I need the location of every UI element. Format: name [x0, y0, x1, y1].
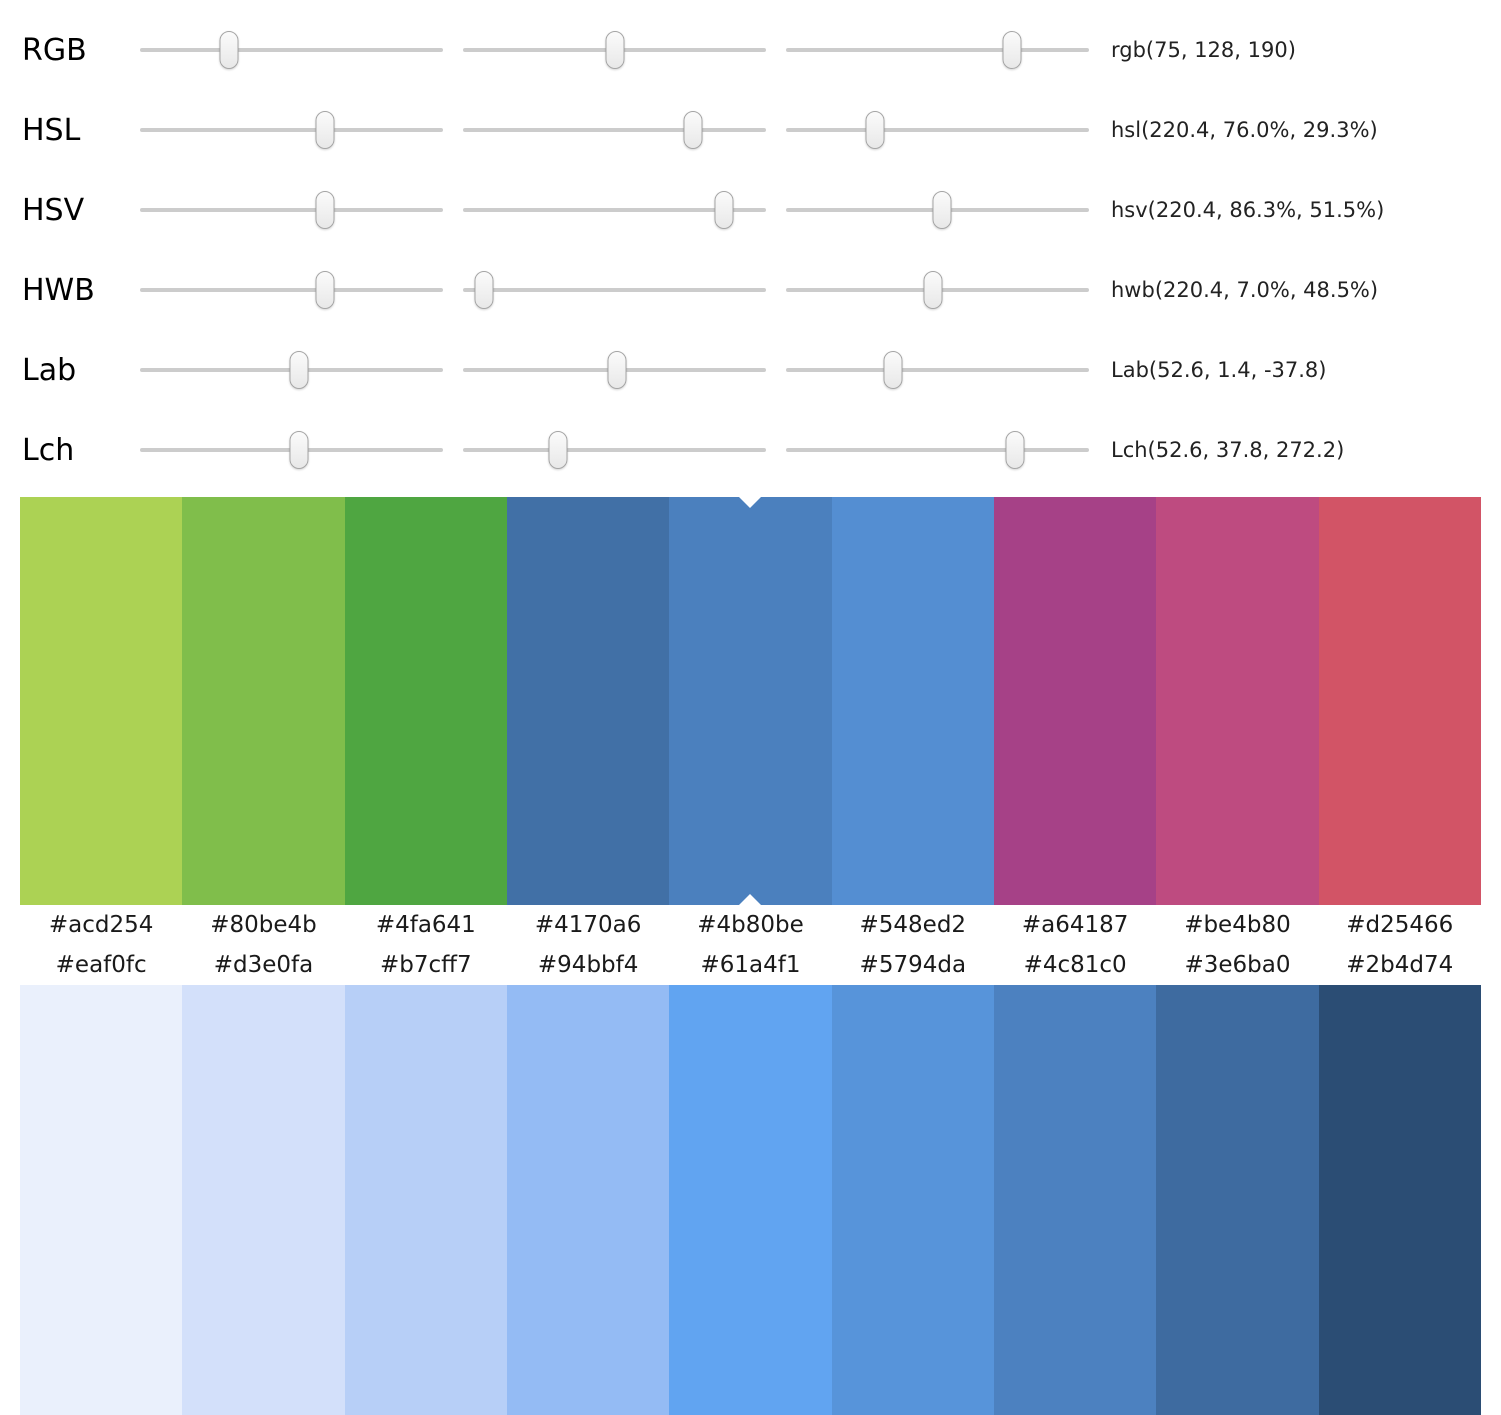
hex-code-label: #a64187 [1021, 912, 1129, 938]
slider-track[interactable] [140, 111, 443, 149]
hue-hex-label-row: #acd254 #80be4b #4fa641 #4170a6 #4b80be #548e… [20, 905, 1481, 945]
color-swatch[interactable] [344, 985, 507, 1415]
color-swatch[interactable] [1318, 497, 1481, 905]
color-value-text: hsv(220.4, 86.3%, 51.5%) [1111, 198, 1385, 222]
slider-row-lab: Lab Lab(52.6, 1.4, -37.8) [0, 330, 1501, 410]
hex-code-label: #4fa641 [375, 912, 476, 938]
color-swatch[interactable] [669, 985, 832, 1415]
slider-thumb[interactable] [315, 271, 335, 309]
hex-code-label: #4170a6 [534, 912, 642, 938]
slider-track[interactable] [140, 191, 443, 229]
hex-code-label: #80be4b [210, 912, 317, 938]
hex-code-label: #5794da [859, 952, 967, 978]
hex-code-label: #3e6ba0 [1184, 952, 1291, 978]
slider-track[interactable] [463, 351, 766, 389]
slider-thumb[interactable] [683, 111, 703, 149]
slider-thumb[interactable] [605, 31, 625, 69]
color-value-text: hwb(220.4, 7.0%, 48.5%) [1111, 278, 1379, 302]
hex-code-label: #d25466 [1346, 912, 1454, 938]
hex-code-label: #4c81c0 [1023, 952, 1127, 978]
slider-track[interactable] [140, 351, 443, 389]
slider-track[interactable] [463, 191, 766, 229]
slider-track[interactable] [140, 31, 443, 69]
color-swatch[interactable] [831, 985, 994, 1415]
slider-thumb[interactable] [865, 111, 885, 149]
colorspace-label: HSV [22, 192, 85, 228]
colorspace-label: HWB [22, 272, 95, 308]
color-swatch[interactable] [506, 497, 670, 905]
slider-track[interactable] [786, 351, 1089, 389]
slider-row-lch: Lch Lch(52.6, 37.8, 272.2) [0, 410, 1501, 490]
slider-track[interactable] [463, 271, 766, 309]
slider-thumb[interactable] [932, 191, 952, 229]
shade-palette-strip [20, 985, 1481, 1415]
selection-notch-bottom-icon [739, 894, 762, 905]
slider-track[interactable] [786, 431, 1089, 469]
slider-track[interactable] [786, 111, 1089, 149]
slider-track[interactable] [140, 431, 443, 469]
slider-thumb[interactable] [548, 431, 568, 469]
hex-code-label: #61a4f1 [700, 952, 801, 978]
slider-track[interactable] [140, 271, 443, 309]
color-swatch[interactable] [20, 497, 183, 905]
color-swatch[interactable] [344, 497, 507, 905]
slider-track[interactable] [463, 111, 766, 149]
color-swatch[interactable] [993, 985, 1157, 1415]
colorspace-label: HSL [22, 112, 81, 148]
slider-thumb[interactable] [714, 191, 734, 229]
hex-code-label: #2b4d74 [1346, 952, 1454, 978]
slider-thumb[interactable] [219, 31, 239, 69]
slider-row-hwb: HWB hwb(220.4, 7.0%, 48.5%) [0, 250, 1501, 330]
slider-row-hsl: HSL hsl(220.4, 76.0%, 29.3%) [0, 90, 1501, 170]
slider-track[interactable] [463, 31, 766, 69]
slider-thumb[interactable] [923, 271, 943, 309]
colorspace-label: Lab [22, 352, 77, 388]
hex-code-label: #4b80be [697, 912, 804, 938]
color-swatch[interactable] [182, 985, 345, 1415]
color-swatch[interactable] [669, 497, 832, 905]
slider-thumb[interactable] [883, 351, 903, 389]
color-swatch[interactable] [182, 497, 345, 905]
color-swatch[interactable] [1156, 497, 1319, 905]
colorspace-label: Lch [22, 432, 75, 468]
slider-track[interactable] [786, 31, 1089, 69]
slider-thumb[interactable] [289, 351, 309, 389]
color-swatch[interactable] [831, 497, 994, 905]
slider-row-hsv: HSV hsv(220.4, 86.3%, 51.5%) [0, 170, 1501, 250]
slider-thumb[interactable] [289, 431, 309, 469]
color-value-text: Lch(52.6, 37.8, 272.2) [1111, 438, 1345, 462]
color-value-text: rgb(75, 128, 190) [1111, 38, 1296, 62]
hex-code-label: #eaf0fc [55, 952, 147, 978]
slider-thumb[interactable] [607, 351, 627, 389]
hex-code-label: #acd254 [48, 912, 154, 938]
hex-code-label: #d3e0fa [213, 952, 314, 978]
color-swatch[interactable] [506, 985, 670, 1415]
slider-thumb[interactable] [1005, 431, 1025, 469]
slider-thumb[interactable] [1002, 31, 1022, 69]
colorspace-label: RGB [22, 32, 87, 68]
shade-hex-label-row: #eaf0fc #d3e0fa #b7cff7 #94bbf4 #61a4f1 #5794… [20, 945, 1481, 985]
hex-code-label: #b7cff7 [380, 952, 472, 978]
hex-code-label: #548ed2 [859, 912, 967, 938]
slider-track[interactable] [786, 271, 1089, 309]
slider-thumb[interactable] [474, 271, 494, 309]
slider-thumb[interactable] [315, 191, 335, 229]
color-swatch[interactable] [1156, 985, 1319, 1415]
color-swatch[interactable] [1318, 985, 1481, 1415]
hex-code-label: #94bbf4 [537, 952, 639, 978]
color-swatch[interactable] [993, 497, 1157, 905]
selection-notch-top-icon [739, 497, 762, 508]
slider-row-rgb: RGB rgb(75, 128, 190) [0, 10, 1501, 90]
color-value-text: Lab(52.6, 1.4, -37.8) [1111, 358, 1327, 382]
hex-code-label: #be4b80 [1184, 912, 1291, 938]
slider-thumb[interactable] [315, 111, 335, 149]
color-value-text: hsl(220.4, 76.0%, 29.3%) [1111, 118, 1378, 142]
slider-track[interactable] [463, 431, 766, 469]
hue-palette-strip [20, 497, 1481, 905]
color-swatch[interactable] [20, 985, 183, 1415]
slider-track[interactable] [786, 191, 1089, 229]
slider-panel: RGB rgb(75, 128, 190) HSL hsl(220.4, 76.0%,… [0, 0, 1501, 490]
